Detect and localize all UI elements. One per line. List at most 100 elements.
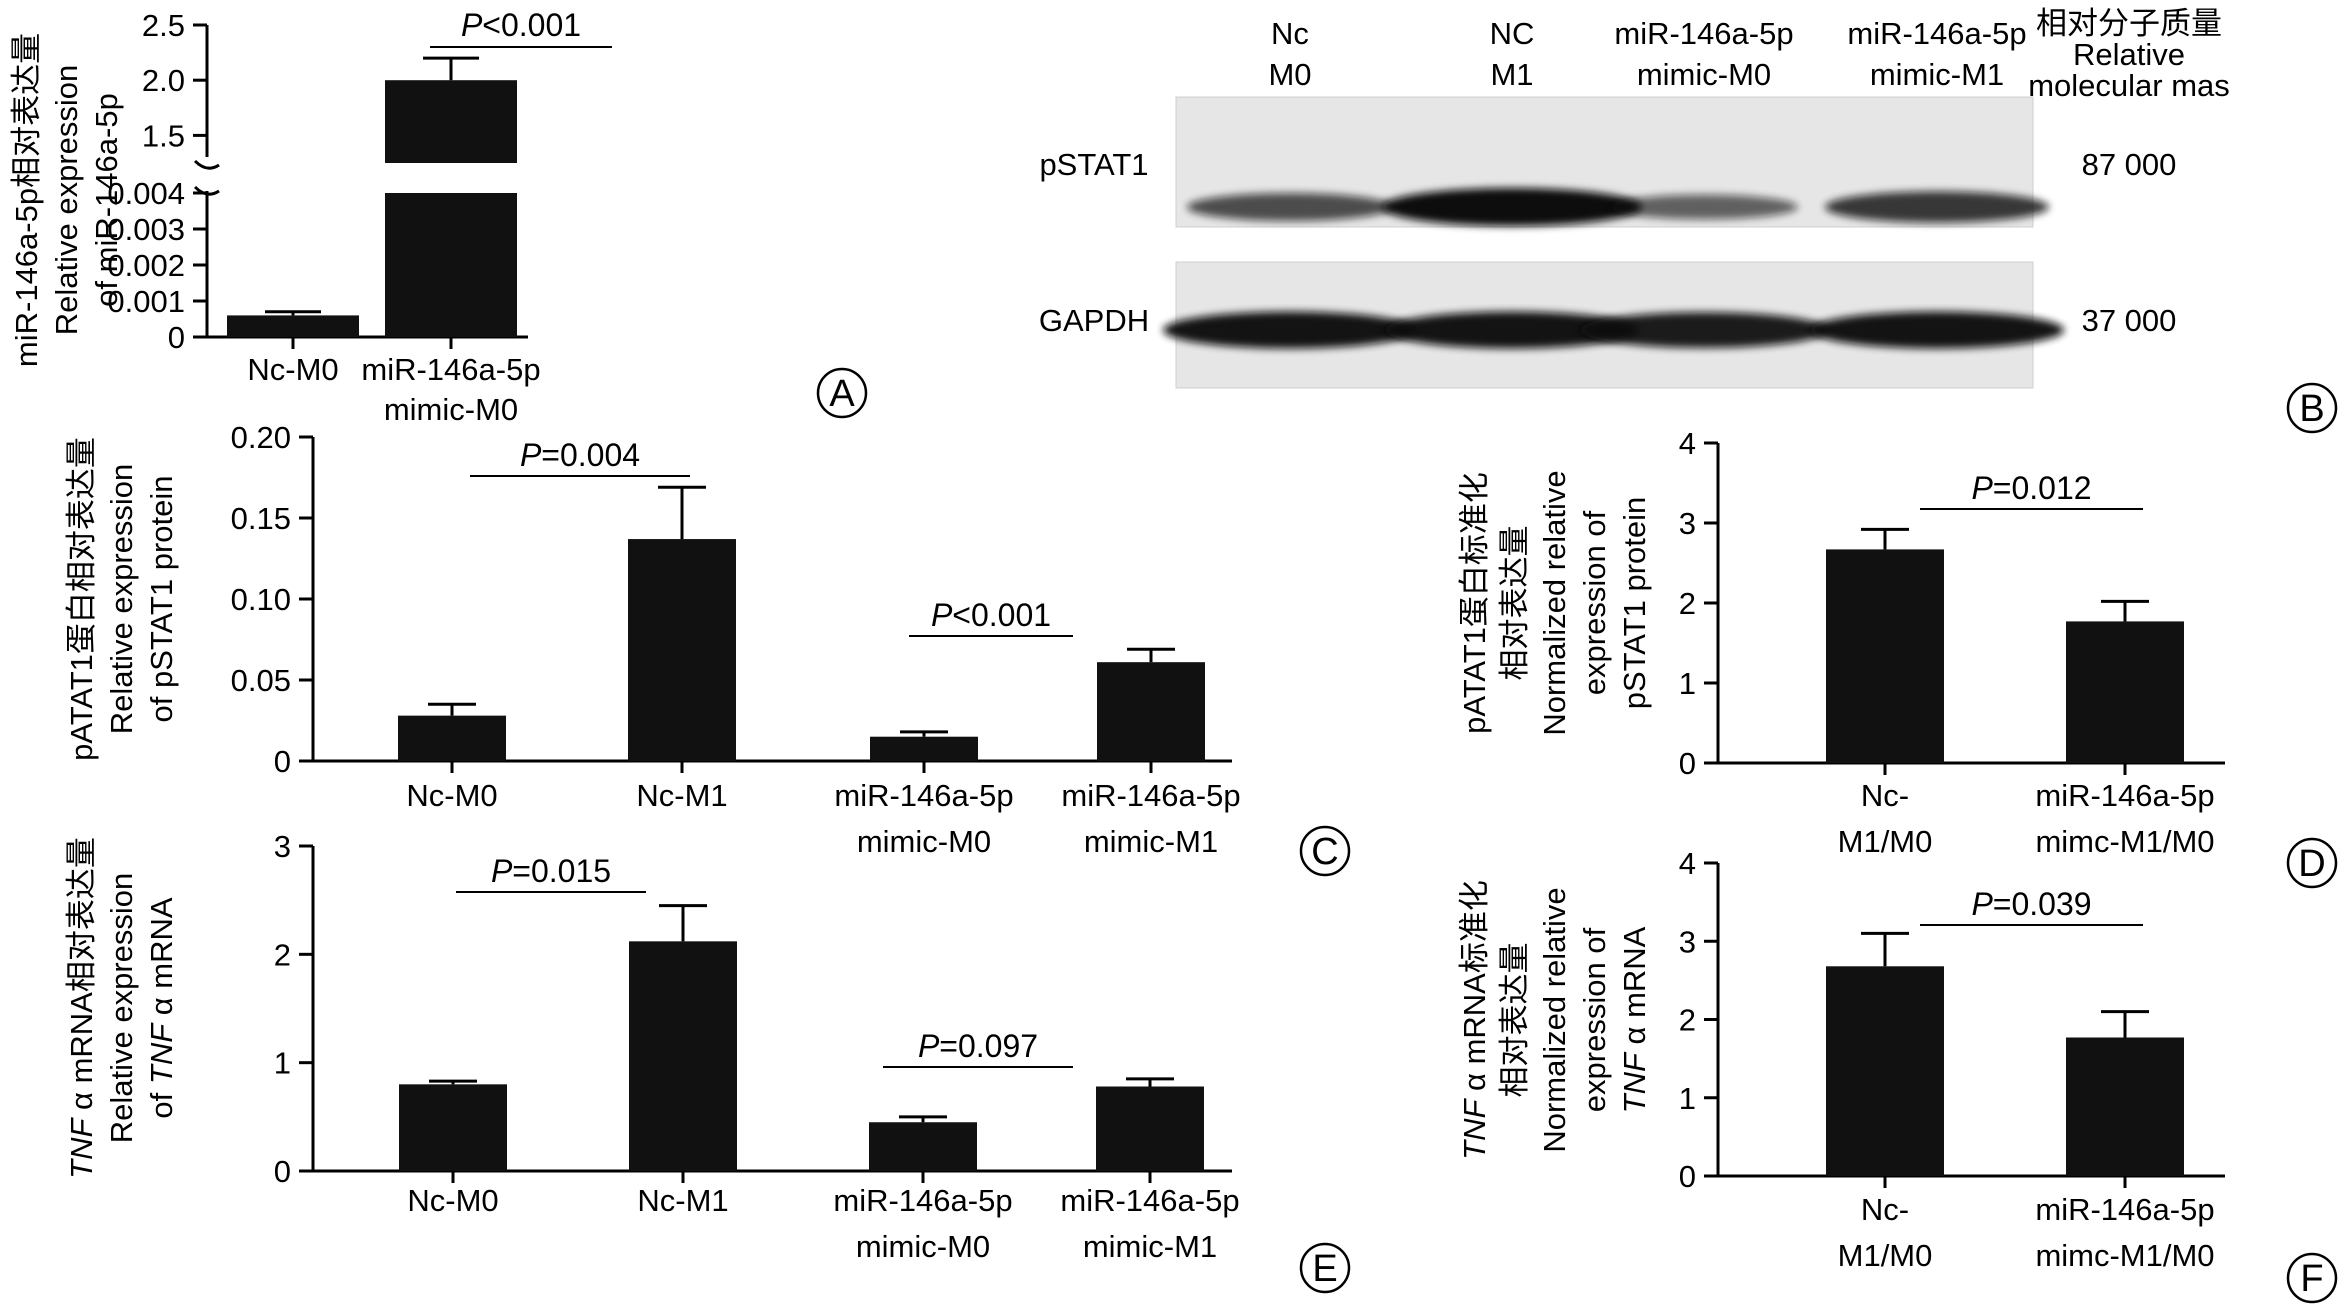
E-bar (1096, 1086, 1204, 1171)
C-p-value: P=0.004 (520, 437, 640, 473)
D-category-label: M1/M0 (1838, 824, 1933, 859)
E-y-tick-label: 1 (274, 1046, 291, 1081)
B-lane-label: Nc (1271, 16, 1309, 51)
F-y-label-en: expression of (1577, 927, 1612, 1112)
A-y-label-en: Relative expression (49, 65, 84, 336)
E-y-label-en: Relative expression (104, 873, 139, 1144)
D-panel-letter-circle (2286, 837, 2338, 889)
D-p-value: P=0.012 (1971, 470, 2091, 506)
F-category-label: mimc-M1/M0 (2035, 1238, 2214, 1273)
B-mass-header: 相对分子质量 (2036, 6, 2222, 41)
C-bar (1097, 662, 1205, 761)
D-y-tick-label: 2 (1679, 586, 1696, 621)
C-panel-letter: C (1311, 831, 1338, 873)
E-y-label-cn: TNF α mRNA相对表达量 (64, 837, 99, 1179)
E-bar (629, 941, 737, 1171)
A-panel-letter: A (829, 373, 855, 415)
D-panel-letter: D (2298, 843, 2325, 885)
C-y-label-cn: pATAT1蛋白相对表达量 (64, 437, 99, 761)
E-p-value: P=0.097 (918, 1028, 1038, 1064)
C-category-label: Nc-M1 (636, 778, 727, 813)
C-y-label-en: Relative expression (104, 464, 139, 735)
F-bar (1826, 966, 1944, 1176)
E-p-value: P=0.015 (491, 853, 611, 889)
A-axis-break-mark (193, 159, 220, 170)
B-band (1187, 192, 1393, 222)
A-y-label-en: of miR-146a-5p (89, 93, 124, 307)
E-y-tick-label: 2 (274, 937, 291, 972)
F-y-label-en: Normalized relative (1537, 887, 1572, 1152)
D-y-label-en: expression of (1577, 510, 1612, 695)
F-y-label-en: TNF α mRNA (1617, 926, 1652, 1113)
A-y-tick-label: 0.004 (107, 176, 185, 211)
E-panel-letter-circle (1299, 1242, 1351, 1294)
D-y-axis-title: pATAT1蛋白标准化 相对表达量 Normalized relative expre… (1457, 470, 1652, 735)
F-p-value: P=0.039 (1971, 886, 2091, 922)
B-lane-label: M1 (1490, 57, 1533, 92)
E-bar (869, 1122, 977, 1171)
A-category-label: mimic-M0 (384, 392, 518, 427)
F-category-label: M1/M0 (1838, 1238, 1933, 1273)
E-y-tick-label: 0 (274, 1154, 291, 1189)
F-y-axis-title: TNF α mRNA标准化 相对表达量 Normalized relative exp… (1457, 880, 1652, 1160)
A-y-tick-label: 0 (168, 320, 185, 355)
A-y-tick-label: 0.003 (107, 212, 185, 247)
A-category-label: miR-146a-5p (361, 352, 540, 387)
F-panel-letter-circle (2286, 1252, 2338, 1304)
D-y-tick-label: 0 (1679, 746, 1696, 781)
E-category-label: mimic-M1 (1083, 1229, 1217, 1264)
B-protein-label: GAPDH (1039, 303, 1149, 338)
C-y-tick-label: 0.10 (231, 582, 291, 617)
B-lane-label: NC (1490, 16, 1535, 51)
A-y-label-cn: miR-146a-5p相对表达量 (9, 33, 44, 367)
B-band (1382, 188, 1642, 226)
A-y-tick-label: 2.0 (142, 63, 185, 98)
C-category-label: mimic-M0 (857, 824, 991, 859)
E-y-label-en: of TNF α mRNA (144, 897, 179, 1118)
A-y-tick-label: 2.5 (142, 8, 185, 43)
A-category-label: Nc-M0 (247, 352, 338, 387)
C-category-label: Nc-M0 (406, 778, 497, 813)
C-y-label-en: of pSTAT1 protein (144, 476, 179, 723)
D-category-label: Nc- (1861, 778, 1909, 813)
D-bar (2066, 621, 2184, 763)
A-bar (385, 193, 517, 337)
F-bar (2066, 1037, 2184, 1176)
E-category-label: miR-146a-5p (833, 1183, 1012, 1218)
B-lane-label: miR-146a-5p (1847, 16, 2026, 51)
A-y-axis-title: miR-146a-5p相对表达量 Relative expression of mi… (9, 33, 124, 367)
A-bar (385, 80, 517, 163)
F-y-label-cn: TNF α mRNA标准化 (1457, 880, 1492, 1160)
D-category-label: miR-146a-5p (2035, 778, 2214, 813)
F-y-tick-label: 3 (1679, 924, 1696, 959)
B-panel-letter: B (2299, 388, 2324, 430)
F-y-tick-label: 4 (1679, 846, 1696, 881)
D-category-label: mimc-M1/M0 (2035, 824, 2214, 859)
E-y-axis-title: TNF α mRNA相对表达量 Relative expression of TNF… (64, 837, 179, 1179)
B-band (1385, 311, 1639, 349)
E-category-label: miR-146a-5p (1060, 1183, 1239, 1218)
C-panel-letter-circle (1299, 825, 1351, 877)
C-bar (398, 715, 506, 761)
F-y-label-cn: 相对表达量 (1497, 943, 1532, 1098)
B-band (1610, 194, 1798, 220)
B-mass-value: 37 000 (2082, 303, 2177, 338)
B-panel-letter-circle (2286, 382, 2338, 434)
E-category-label: Nc-M1 (637, 1183, 728, 1218)
D-y-label-en: Normalized relative (1537, 470, 1572, 735)
C-bar (870, 736, 978, 761)
C-category-label: miR-146a-5p (834, 778, 1013, 813)
E-category-label: Nc-M0 (407, 1183, 498, 1218)
B-protein-label: pSTAT1 (1039, 147, 1148, 182)
A-y-tick-label: 1.5 (142, 118, 185, 153)
F-y-tick-label: 1 (1679, 1081, 1696, 1116)
B-band (1810, 311, 2064, 349)
E-panel-letter: E (1312, 1248, 1337, 1290)
A-p-value: P<0.001 (461, 7, 581, 43)
D-y-label-cn: 相对表达量 (1497, 526, 1532, 681)
A-y-tick-label: 0.002 (107, 248, 185, 283)
B-band (1163, 311, 1417, 349)
D-y-tick-label: 1 (1679, 666, 1696, 701)
F-y-tick-label: 0 (1679, 1159, 1696, 1194)
